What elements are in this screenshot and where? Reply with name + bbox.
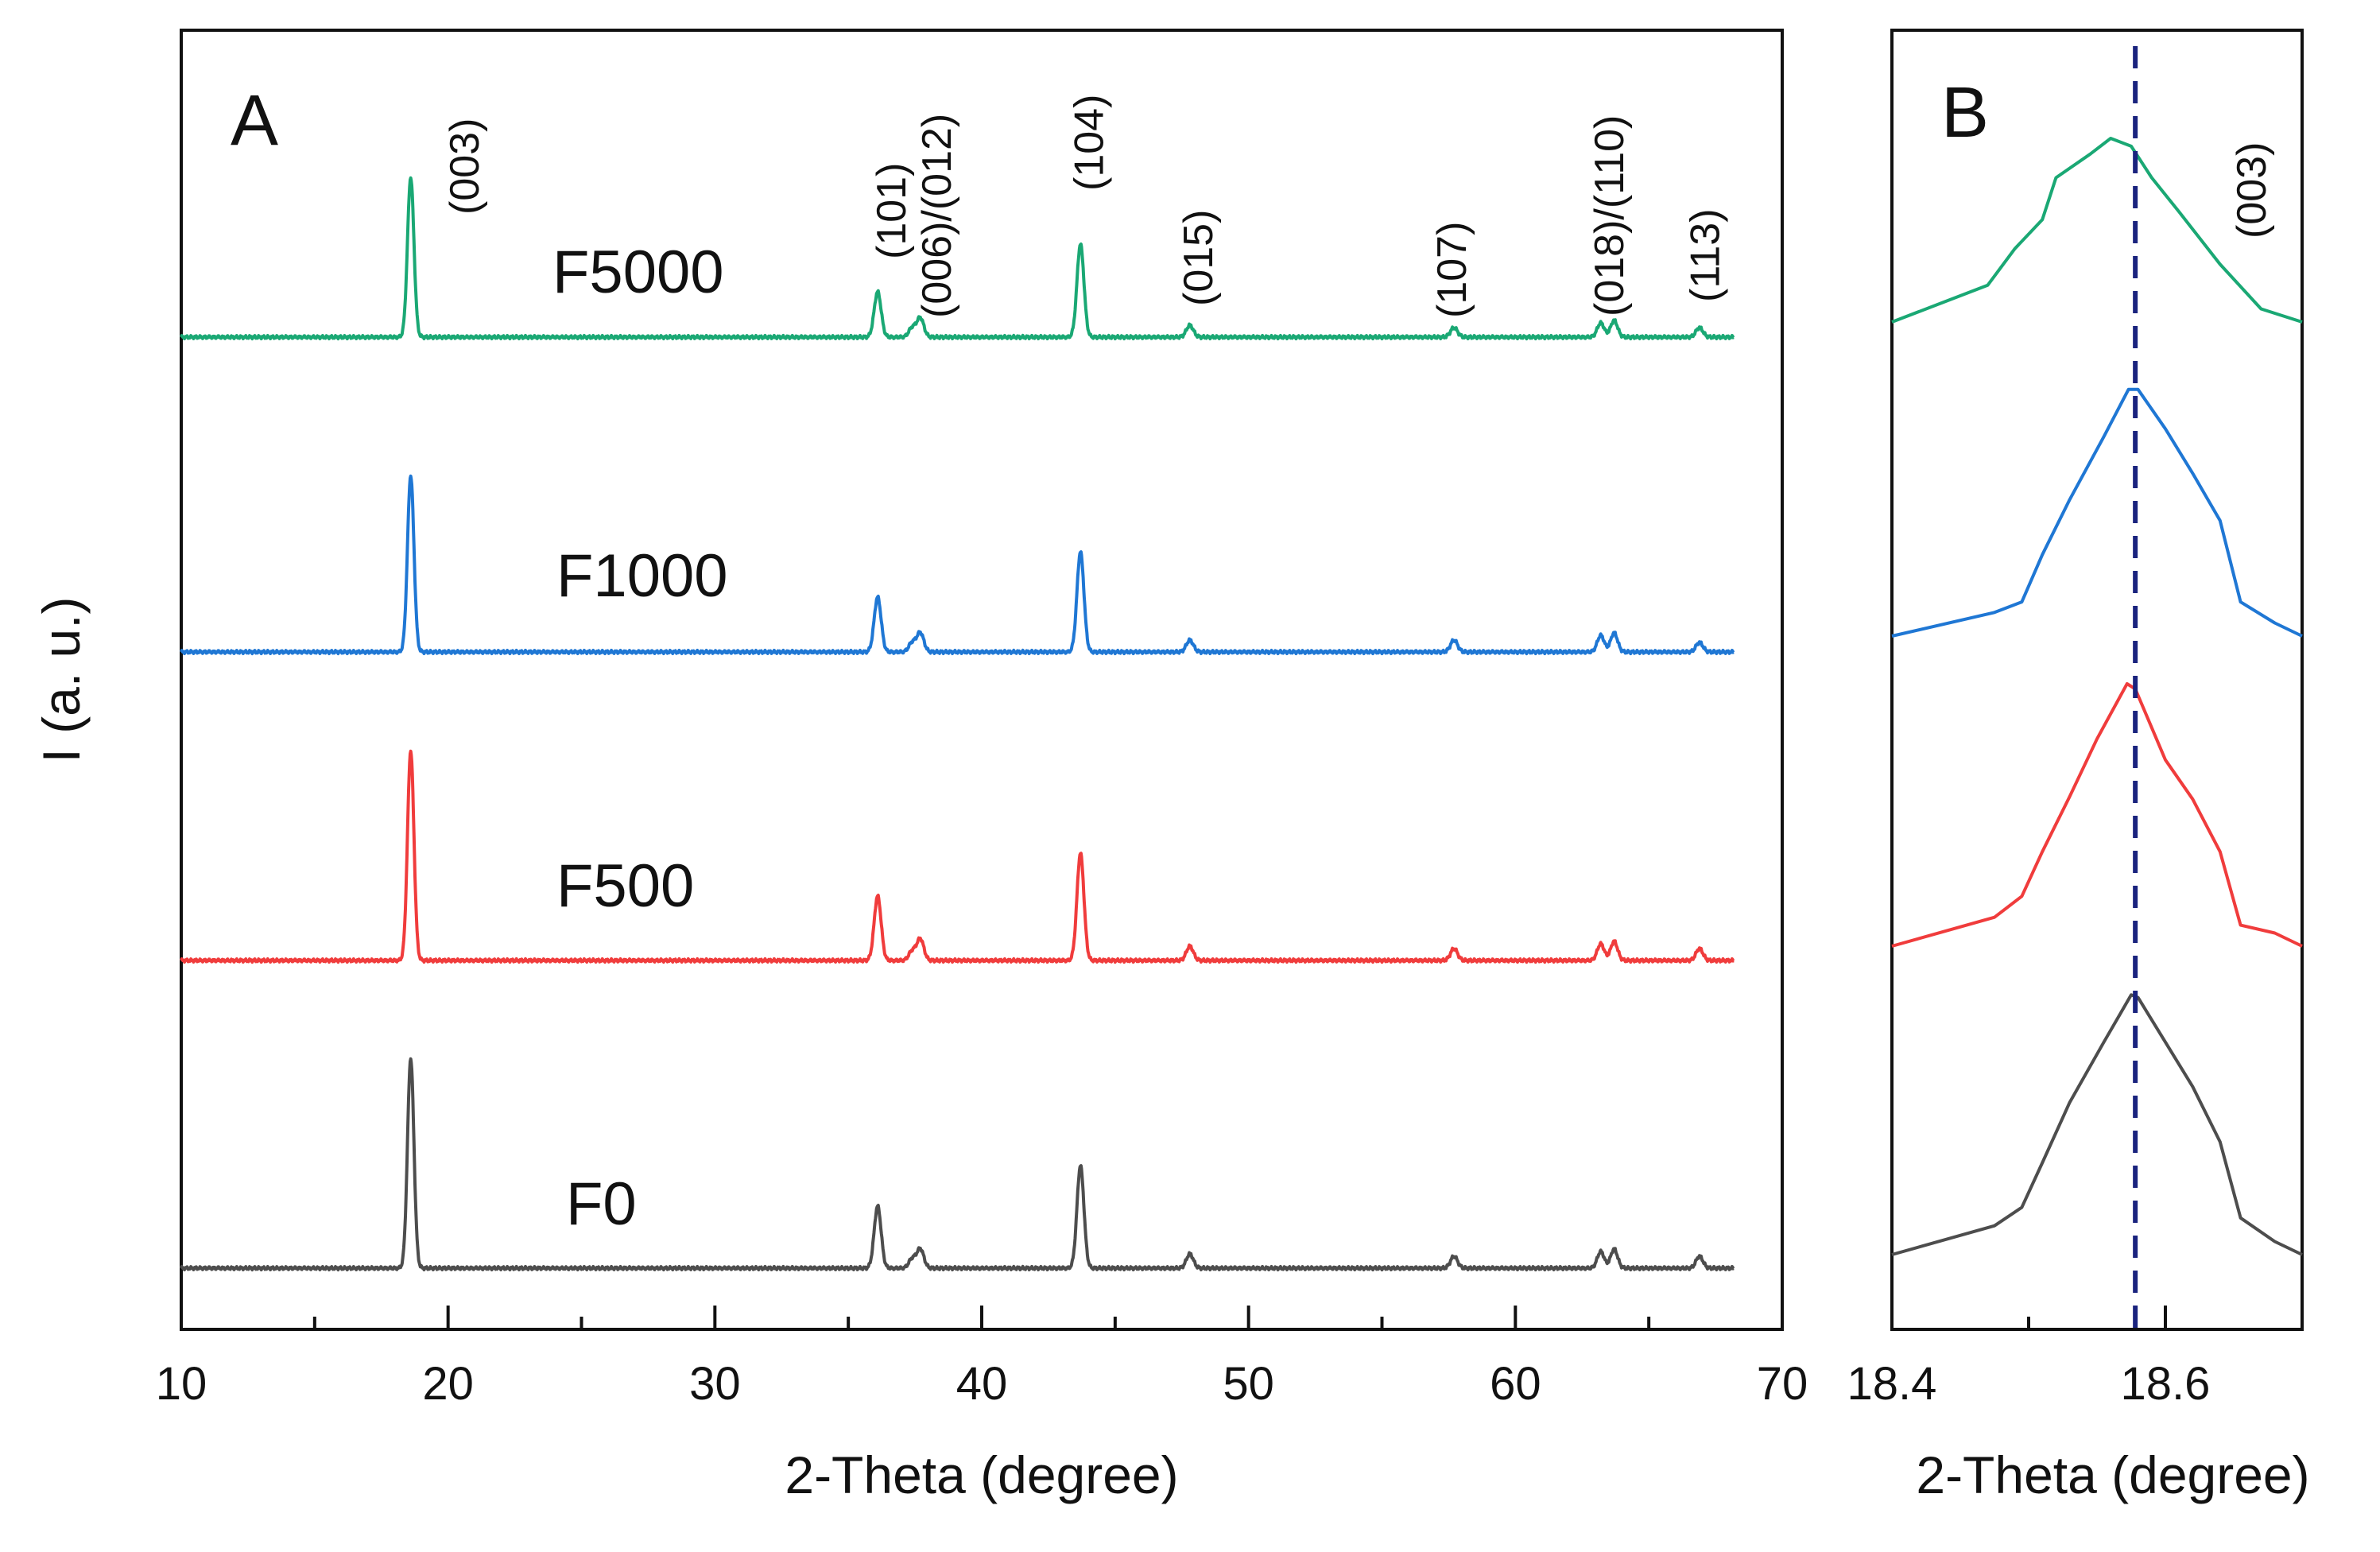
zoom-pattern-f0 <box>1891 993 2303 1256</box>
x-tick-label: 18.4 <box>1847 1358 1937 1410</box>
x-tick-label: 40 <box>956 1358 1008 1410</box>
x-tick-label: 18.6 <box>2121 1358 2211 1410</box>
series-label-f500: F500 <box>556 852 694 920</box>
x-tick-label: 70 <box>1757 1358 1808 1410</box>
hkl-label: (101) <box>869 163 915 259</box>
hkl-label: (006)/(012) <box>914 114 960 318</box>
x-axis-title: 2-Theta (degree) <box>785 1445 1178 1504</box>
panel-b-frame <box>1890 29 2304 1331</box>
x-tick-label: 60 <box>1490 1358 1541 1410</box>
panel-letter-b: B <box>1941 73 1989 153</box>
x-tick-label: 10 <box>156 1358 207 1410</box>
hkl-label: (015) <box>1176 210 1222 306</box>
x-tick-label: 50 <box>1223 1358 1274 1410</box>
zoom-pattern-f500 <box>1891 682 2303 948</box>
x-axis-title-b: 2-Theta (degree) <box>1916 1445 2309 1504</box>
hkl-label: (018)/(110) <box>1587 115 1633 316</box>
panel-a: 10 20 30 40 50 60 70 2-Theta (degree) I (a. u.) A… <box>32 29 1808 1504</box>
y-axis-title: I (a. u.) <box>32 596 91 762</box>
hkl-label-b: (003) <box>2229 142 2275 239</box>
pattern-f5000 <box>180 176 1735 341</box>
panel-letter-a: A <box>231 81 278 161</box>
series-label-f1000: F1000 <box>556 542 728 610</box>
pattern-f0 <box>180 1057 1735 1272</box>
panel-a-frame <box>180 29 1784 1331</box>
hkl-label: (003) <box>442 118 488 215</box>
panel-b: 18.4 18.6 2-Theta (degree) B (003) <box>1847 29 2310 1504</box>
hkl-label: (113) <box>1683 208 1729 302</box>
zoom-pattern-f5000 <box>1891 137 2303 324</box>
x-tick-label: 30 <box>689 1358 741 1410</box>
series-label-f0: F0 <box>566 1170 637 1238</box>
x-tick-label: 20 <box>422 1358 474 1410</box>
pattern-f1000 <box>180 474 1735 656</box>
zoom-pattern-f1000 <box>1891 387 2303 638</box>
series-label-f5000: F5000 <box>552 239 724 306</box>
pattern-f500 <box>180 749 1735 964</box>
hkl-label: (104) <box>1066 95 1112 191</box>
hkl-label: (107) <box>1429 222 1475 318</box>
